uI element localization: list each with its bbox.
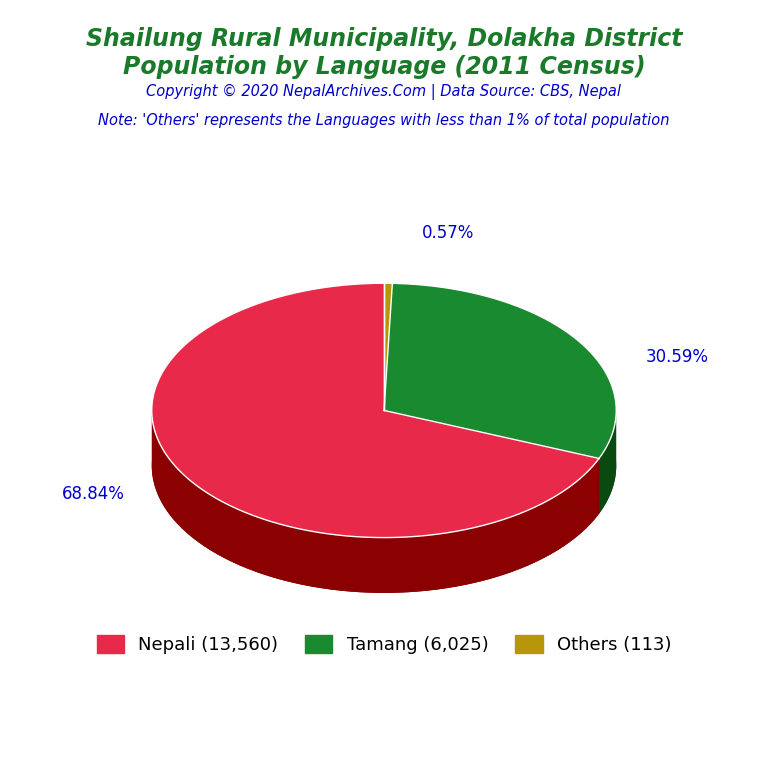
Polygon shape [384, 339, 616, 514]
Polygon shape [384, 339, 392, 465]
Polygon shape [152, 410, 599, 593]
Polygon shape [384, 283, 392, 410]
Polygon shape [152, 339, 599, 593]
Polygon shape [384, 410, 599, 514]
Text: Note: 'Others' represents the Languages with less than 1% of total population: Note: 'Others' represents the Languages … [98, 113, 670, 128]
Text: 68.84%: 68.84% [62, 485, 125, 503]
Polygon shape [384, 410, 599, 514]
Legend: Nepali (13,560), Tamang (6,025), Others (113): Nepali (13,560), Tamang (6,025), Others … [89, 627, 679, 661]
Text: Population by Language (2011 Census): Population by Language (2011 Census) [123, 55, 645, 79]
Text: Copyright © 2020 NepalArchives.Com | Data Source: CBS, Nepal: Copyright © 2020 NepalArchives.Com | Dat… [147, 84, 621, 101]
Text: 30.59%: 30.59% [646, 348, 709, 366]
Polygon shape [599, 410, 616, 514]
Text: 0.57%: 0.57% [422, 224, 475, 243]
Text: Shailung Rural Municipality, Dolakha District: Shailung Rural Municipality, Dolakha Dis… [86, 27, 682, 51]
Polygon shape [384, 283, 616, 458]
Polygon shape [152, 283, 599, 538]
